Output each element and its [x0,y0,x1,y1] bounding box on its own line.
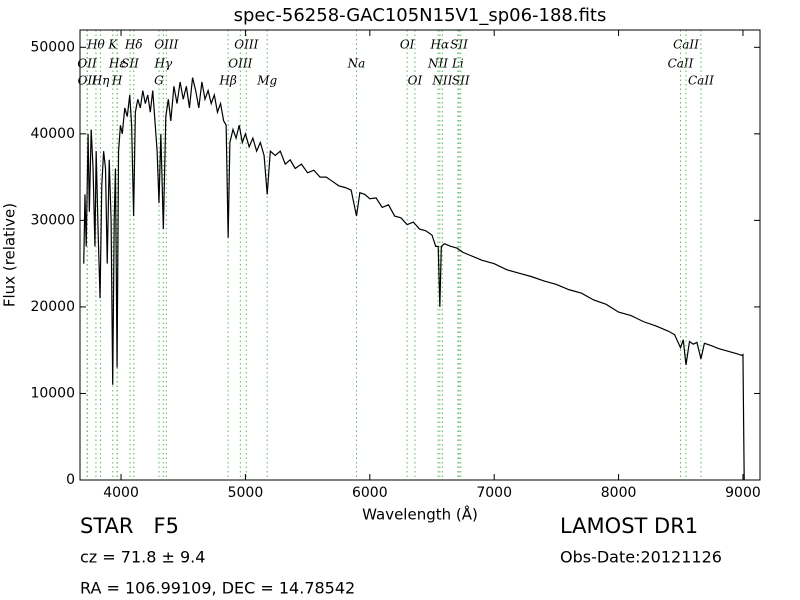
spectral-line-label: OII [77,57,97,71]
survey-name: LAMOST DR1 [560,514,698,538]
spectral-line-label: Hα [430,38,450,52]
spectral-line-label: Na [347,57,366,71]
y-tick-label: 40000 [30,126,75,142]
spectral-line-label: OIII [154,38,178,52]
spectral-line-label: CaII [688,74,714,88]
spectral-line-label: CaII [673,38,699,52]
obs-date: Obs-Date:20121126 [560,548,722,567]
object-class: STAR F5 [80,514,179,538]
spectral-line-label: Hη [91,74,110,88]
spectral-line-label: SII [121,57,139,71]
x-tick-label: 5000 [228,485,264,501]
y-tick-label: 0 [66,472,75,488]
y-tick-label: 20000 [30,299,75,315]
spectral-line-label: G [154,74,164,88]
y-tick-label: 50000 [30,39,75,55]
spectral-line-label: K [107,38,118,52]
spectral-line-label: Hγ [154,57,173,71]
y-axis-label: Flux (relative) [1,203,19,307]
spectral-line-label: OIII [234,38,258,52]
y-tick-label: 30000 [30,212,75,228]
spectral-line-label: OI [400,38,415,52]
x-tick-label: 8000 [601,485,637,501]
spectral-line-label: NII [431,74,452,88]
x-tick-label: 7000 [476,485,512,501]
spectral-line-label: SII [450,38,468,52]
x-axis-label: Wavelength (Å) [362,505,478,524]
spectral-line-label: OIII [228,57,252,71]
coordinates: RA = 106.99109, DEC = 14.78542 [80,579,355,598]
spectral-line-label: SII [452,74,470,88]
y-tick-label: 10000 [30,385,75,401]
spectrum-line [83,77,745,481]
spectral-line-label: Li [451,57,464,71]
spectral-line-label: NII [427,57,448,71]
chart-title: spec-56258-GAC105N15V1_sp06-188.fits [234,5,607,26]
spectral-line-label: Hβ [218,74,236,88]
spectral-line-label: Hθ [86,38,105,52]
spectral-line-label: OI [408,74,423,88]
spectral-line-label: Hδ [124,38,143,52]
redshift: cz = 71.8 ± 9.4 [80,548,205,567]
x-tick-label: 9000 [725,485,761,501]
spectral-line-label: Mg [256,74,277,88]
spectral-line-label: Hε [108,57,126,71]
x-tick-label: 4000 [103,485,139,501]
spectral-line-label: CaII [668,57,694,71]
plot-frame [79,29,761,481]
spectral-line-label: OII [78,74,98,88]
x-tick-label: 6000 [352,485,388,501]
